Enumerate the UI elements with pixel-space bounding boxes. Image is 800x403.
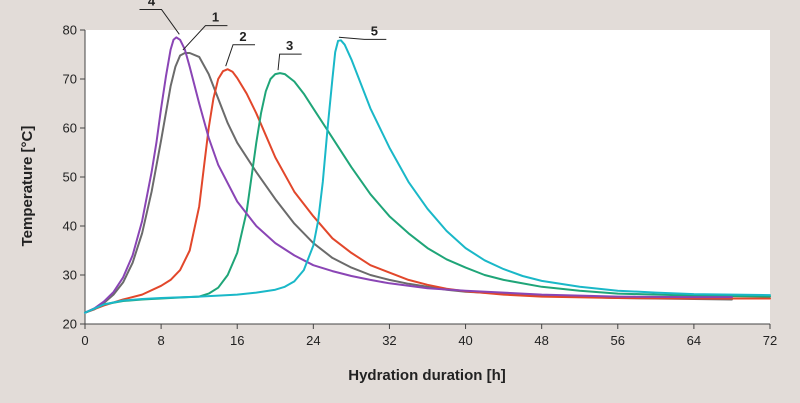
x-tick-label: 0 bbox=[81, 333, 88, 348]
series-line-4 bbox=[84, 36, 733, 314]
series-layer bbox=[84, 36, 771, 314]
curve-leader-4 bbox=[139, 8, 180, 35]
curve-label-1: 1 bbox=[212, 10, 219, 25]
curve-leader-2 bbox=[225, 44, 256, 67]
curve-leader-1 bbox=[182, 25, 228, 51]
y-tick-label: 70 bbox=[63, 72, 77, 87]
x-axis-title: Hydration duration [h] bbox=[348, 367, 506, 384]
y-tick-label: 60 bbox=[63, 121, 77, 136]
curve-label-5: 5 bbox=[371, 23, 378, 38]
y-tick-label: 80 bbox=[63, 23, 77, 38]
curve-label-4: 4 bbox=[148, 0, 156, 8]
x-tick-label: 8 bbox=[157, 333, 164, 348]
curve-labels: 1 2 3 4 5 bbox=[139, 0, 387, 71]
curve-label-2: 2 bbox=[239, 29, 246, 44]
series-line-5 bbox=[84, 39, 771, 314]
y-tick-label: 40 bbox=[63, 219, 77, 234]
x-tick-label: 56 bbox=[611, 333, 625, 348]
x-tick-label: 16 bbox=[230, 333, 244, 348]
x-tick-label: 40 bbox=[458, 333, 472, 348]
x-tick-label: 24 bbox=[306, 333, 320, 348]
curve-label-3: 3 bbox=[286, 38, 293, 53]
x-tick-label: 32 bbox=[382, 333, 396, 348]
y-axis: 20 30 40 50 60 70 80 bbox=[63, 23, 86, 332]
y-axis-title: Temperature [°C] bbox=[19, 126, 36, 247]
y-tick-label: 20 bbox=[63, 317, 77, 332]
curve-leader-3 bbox=[277, 53, 302, 71]
plot-area bbox=[85, 30, 770, 324]
curve-leader-5 bbox=[338, 36, 387, 40]
x-tick-label: 48 bbox=[534, 333, 548, 348]
y-tick-label: 30 bbox=[63, 268, 77, 283]
x-axis: 0 8 16 24 32 40 48 56 64 72 bbox=[81, 323, 777, 348]
x-tick-label: 72 bbox=[763, 333, 777, 348]
x-tick-label: 64 bbox=[687, 333, 701, 348]
y-tick-label: 50 bbox=[63, 170, 77, 185]
